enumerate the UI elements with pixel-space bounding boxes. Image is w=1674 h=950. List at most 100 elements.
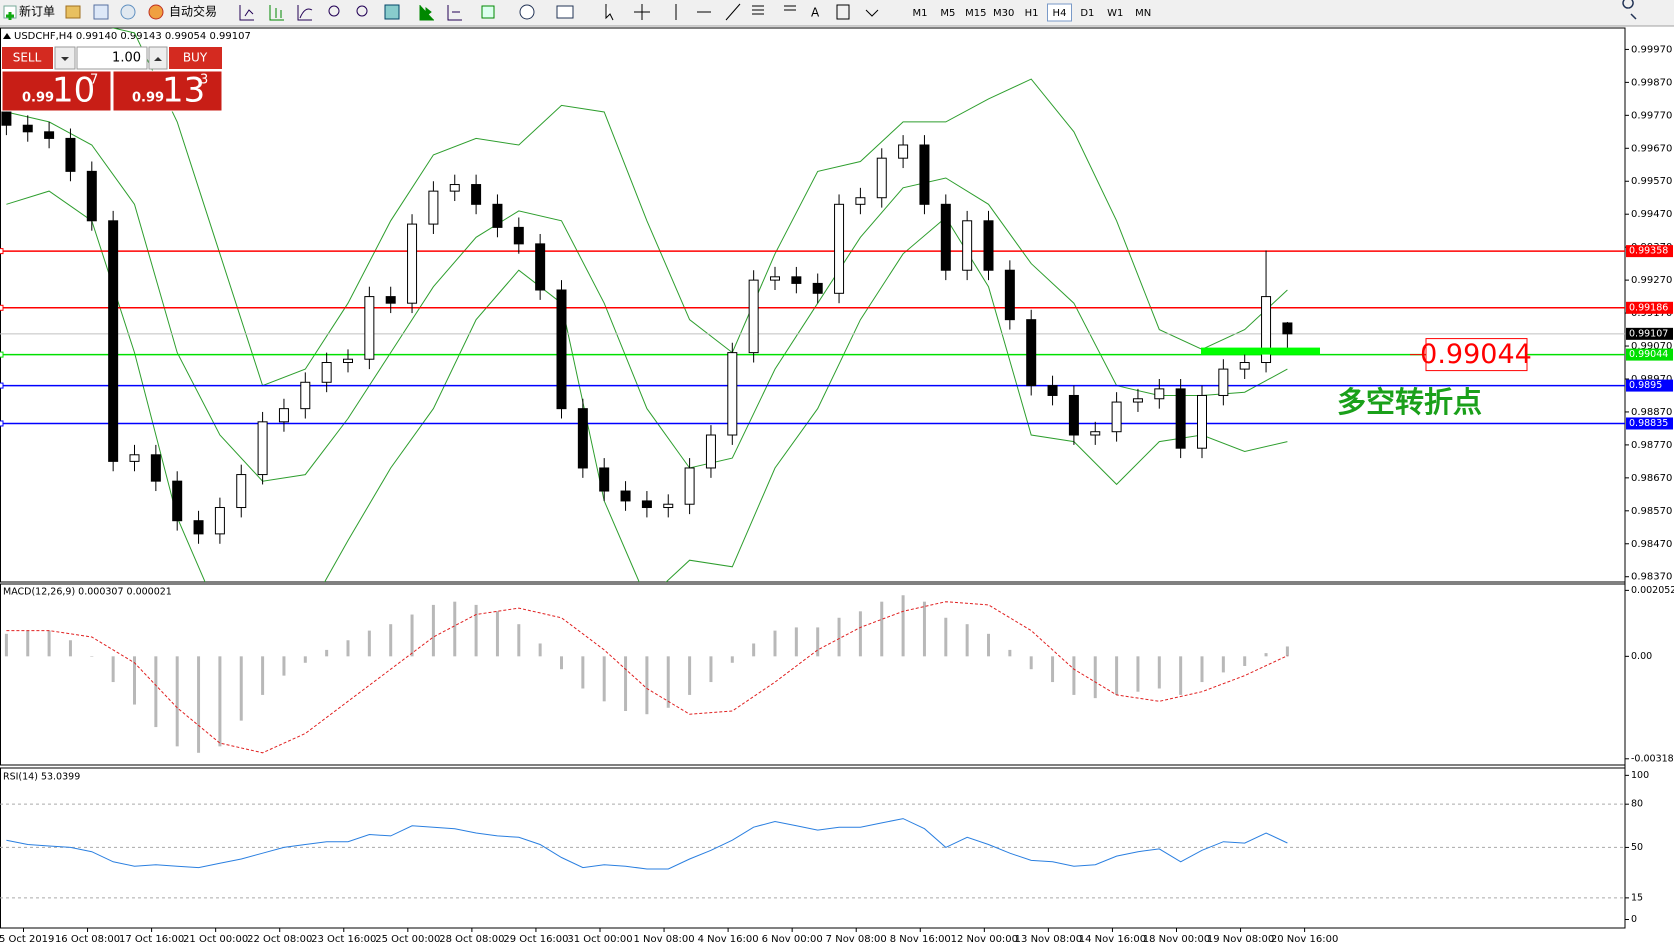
candle-body bbox=[300, 381, 311, 410]
bollinger-lower bbox=[6, 190, 1288, 582]
tool-icon[interactable] bbox=[239, 5, 254, 21]
timeframe-button[interactable]: H1 bbox=[1025, 8, 1039, 19]
y-tick-label: 0 bbox=[1631, 914, 1637, 925]
sell-button[interactable] bbox=[2, 47, 53, 69]
candle-body bbox=[834, 203, 845, 294]
candle-body bbox=[214, 507, 225, 535]
x-tick-label: 22 Oct 08:00 bbox=[247, 934, 312, 945]
candle-body bbox=[513, 226, 524, 245]
arrow-icon bbox=[154, 57, 162, 61]
candle-body bbox=[876, 157, 887, 199]
tool-icon[interactable] bbox=[419, 5, 434, 21]
template-icon[interactable] bbox=[556, 5, 574, 19]
timeframe-button[interactable]: W1 bbox=[1107, 8, 1123, 19]
y-tick-label: 50 bbox=[1631, 842, 1643, 853]
macd-bar bbox=[1285, 646, 1289, 657]
buy-price-box[interactable] bbox=[112, 70, 223, 112]
auto-trade-icon[interactable] bbox=[148, 4, 164, 20]
cursor-icon[interactable] bbox=[605, 4, 614, 21]
zoom-in-icon[interactable] bbox=[328, 5, 340, 17]
panel-frame bbox=[0, 767, 1626, 929]
x-tick-label: 21 Oct 00:00 bbox=[183, 934, 248, 945]
arrow-tool[interactable] bbox=[865, 9, 879, 17]
x-tick-label: 17 Oct 16:00 bbox=[119, 934, 184, 945]
macd-bar bbox=[239, 656, 243, 721]
macd-bar bbox=[517, 624, 521, 657]
text-tool[interactable]: A bbox=[811, 6, 820, 20]
candle-body bbox=[321, 362, 332, 383]
sell-price-box[interactable] bbox=[1, 70, 112, 112]
toolbar-items: 新订单 自动交易 A bbox=[3, 0, 1637, 21]
search-icon[interactable] bbox=[1622, 0, 1637, 20]
candle-body bbox=[1026, 319, 1037, 387]
rsi-line bbox=[6, 818, 1288, 870]
tool-icon[interactable] bbox=[447, 5, 462, 21]
macd-bar bbox=[26, 630, 30, 657]
current-price-tag bbox=[1626, 327, 1673, 340]
macd-bar bbox=[4, 633, 8, 657]
candle-body bbox=[44, 131, 55, 139]
macd-title: MACD(12,26,9) 0.000307 0.000021 bbox=[3, 587, 172, 598]
y-tick-label: 0.99870 bbox=[1631, 77, 1672, 88]
y-tick-label: 80 bbox=[1631, 799, 1643, 810]
macd-bar bbox=[1115, 656, 1119, 695]
timeframe-button[interactable]: D1 bbox=[1080, 8, 1094, 19]
timeframe-button[interactable]: M1 bbox=[913, 8, 928, 19]
x-tick-label: 23 Oct 16:00 bbox=[311, 934, 376, 945]
level-tag-label: 0.9895 bbox=[1629, 380, 1662, 391]
tool-icon[interactable] bbox=[120, 4, 136, 20]
label-tool[interactable] bbox=[836, 4, 850, 20]
candle-body bbox=[1239, 362, 1250, 370]
timeframe-button[interactable]: M30 bbox=[993, 8, 1014, 19]
tool-icon[interactable] bbox=[65, 5, 81, 19]
tool-icon[interactable] bbox=[269, 5, 284, 21]
timeframe-button[interactable]: MN bbox=[1135, 8, 1151, 19]
tool-icon[interactable] bbox=[384, 4, 400, 20]
indicator-icon[interactable] bbox=[481, 5, 495, 19]
timeframe-button[interactable]: H4 bbox=[1053, 8, 1067, 19]
crosshair-icon[interactable] bbox=[634, 4, 650, 20]
fib-tools[interactable] bbox=[752, 5, 796, 15]
candle-body bbox=[983, 220, 994, 271]
macd-bar bbox=[1243, 656, 1247, 666]
rsi-title: RSI(14) 53.0399 bbox=[3, 772, 80, 783]
macd-bar bbox=[175, 656, 179, 747]
macd-signal bbox=[6, 601, 1288, 754]
level-tag bbox=[1626, 301, 1673, 314]
auto-trade-button[interactable]: 自动交易 bbox=[169, 4, 217, 19]
level-handle bbox=[0, 420, 4, 427]
candle-body bbox=[343, 358, 353, 364]
candle-body bbox=[962, 220, 973, 271]
y-tick-label: 0.99070 bbox=[1631, 341, 1672, 352]
x-tick-label: 15 Oct 2019 bbox=[0, 934, 54, 945]
level-tag bbox=[1626, 379, 1673, 392]
tool-icon[interactable] bbox=[93, 4, 109, 20]
level-handle bbox=[0, 351, 4, 358]
macd-bar bbox=[1200, 656, 1204, 683]
candle-body bbox=[1090, 431, 1101, 436]
new-order-button[interactable]: 新订单 bbox=[19, 4, 55, 19]
x-tick-label: 29 Oct 16:00 bbox=[503, 934, 568, 945]
level-tag bbox=[1626, 417, 1673, 430]
y-tick-label: 100 bbox=[1631, 770, 1649, 781]
x-tick-label: 12 Nov 00:00 bbox=[951, 934, 1018, 945]
macd-bar bbox=[794, 627, 798, 657]
order-panel: SELL 1.00 BUY 0.99 10 7 0.99 13 3 bbox=[1, 46, 223, 112]
period-icon[interactable] bbox=[519, 4, 535, 20]
timeframe-button[interactable]: M15 bbox=[965, 8, 986, 19]
buy-button[interactable] bbox=[169, 47, 222, 69]
tool-icon[interactable] bbox=[297, 5, 313, 21]
lot-field[interactable] bbox=[76, 46, 148, 70]
timeframe-button[interactable]: M5 bbox=[940, 8, 955, 19]
candle-body bbox=[193, 520, 204, 535]
panel-frame bbox=[0, 583, 1626, 766]
macd-bar bbox=[944, 617, 948, 657]
macd-bar bbox=[495, 611, 499, 657]
annotation-note: 多空转折点 bbox=[1337, 385, 1482, 419]
candle-body bbox=[65, 137, 76, 172]
line-tools[interactable] bbox=[675, 3, 741, 21]
macd-bar bbox=[1221, 656, 1225, 673]
zoom-out-icon[interactable] bbox=[356, 5, 368, 17]
macd-bar bbox=[624, 656, 628, 711]
y-tick-label: 0.98970 bbox=[1631, 374, 1672, 385]
